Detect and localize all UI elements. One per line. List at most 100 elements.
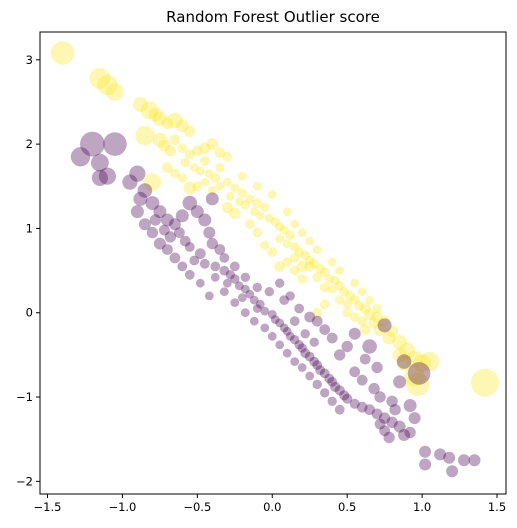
scatter-point [312,245,322,254]
scatter-point [89,67,111,89]
scatter-point [274,261,286,272]
points-layer [50,41,499,478]
scatter-point [275,318,285,328]
scatter-point [379,425,390,437]
scatter-point [206,138,219,151]
scatter-point [205,192,219,206]
scatter-point [354,301,365,311]
scatter-point [279,295,290,305]
scatter-point [222,151,233,162]
scatter-point [290,242,300,252]
scatter-point [446,465,459,478]
scatter-point [169,252,181,264]
scatter-point [294,303,305,314]
scatter-point [330,276,340,286]
scatter-point [167,112,183,129]
scatter-point [372,303,382,314]
scatter-point [252,282,262,293]
scatter-point [386,416,398,428]
scatter-point [199,156,210,166]
scatter-point [319,282,330,293]
scatter-point [267,190,277,200]
scatter-point [368,317,380,329]
scatter-point [334,349,346,361]
scatter-point [215,181,225,191]
x-tick-label: −1.5 [34,500,62,514]
scatter-point [240,200,250,210]
scatter-point [371,408,383,420]
scatter-point [229,261,240,272]
scatter-point [300,250,311,261]
x-tick-label: −1.0 [108,500,136,514]
scatter-point [382,331,396,345]
scatter-point [356,374,368,386]
scatter-point [184,125,196,138]
scatter-point [458,454,470,467]
scatter-point [183,181,197,195]
scatter-point [252,181,262,191]
scatter-point [335,266,345,275]
scatter-point [312,307,323,318]
scatter-point [324,274,334,284]
scatter-point [267,331,277,341]
scatter-point [406,350,424,368]
scatter-point [399,342,416,359]
x-tick-label: 0.0 [263,500,281,514]
scatter-point [290,265,300,276]
scatter-point [373,323,387,337]
scatter-point [184,269,195,280]
scatter-point [210,261,221,272]
scatter-point [270,315,280,324]
scatter-point [179,235,191,247]
scatter-point [153,237,166,250]
chart-title: Random Forest Outlier score [166,8,380,26]
scatter-point [275,278,285,288]
x-tick-label: 1.0 [413,500,431,514]
scatter-point [282,326,292,336]
scatter-point [162,162,173,174]
scatter-point [225,192,235,201]
scatter-point [122,174,138,190]
scatter-point [359,324,371,335]
scatter-point [225,270,235,280]
scatter-point [219,287,229,297]
scatter-point [252,198,263,209]
scatter-point [315,264,326,274]
scatter-point [174,227,185,239]
scatter-point [252,304,262,313]
scatter-point [189,163,199,173]
scatter-point [222,278,232,288]
scatter-point [289,253,300,263]
scatter-point [50,41,75,65]
scatter-point [392,334,407,350]
scatter-point [304,351,315,362]
scatter-point [249,316,259,326]
scatter-point [371,311,383,323]
scatter-point [294,247,304,257]
scatter-point [152,132,168,148]
scatter-point [350,312,360,322]
scatter-point [393,420,406,433]
scatter-point [304,311,316,323]
scatter-point [215,163,225,173]
y-tick-label: −1 [16,390,33,404]
y-tick-label: 2 [26,137,33,151]
scatter-point [339,390,350,401]
y-axis: −2 −1 0 1 2 3 [16,53,40,488]
scatter-point [177,173,187,183]
scatter-point [389,404,401,416]
scatter-point [129,165,146,182]
scatter-point [245,194,255,204]
scatter-point [210,272,220,282]
scatter-point [319,324,331,335]
scatter-point [234,197,244,206]
scatter-point [359,303,371,314]
scatter-point [230,274,240,284]
scatter-point [434,448,447,461]
scatter-point [240,308,250,318]
scatter-point [230,298,240,307]
scatter-point [98,167,116,185]
scatter-point [363,308,376,321]
scatter-point [294,340,304,350]
scatter-point [219,253,230,263]
